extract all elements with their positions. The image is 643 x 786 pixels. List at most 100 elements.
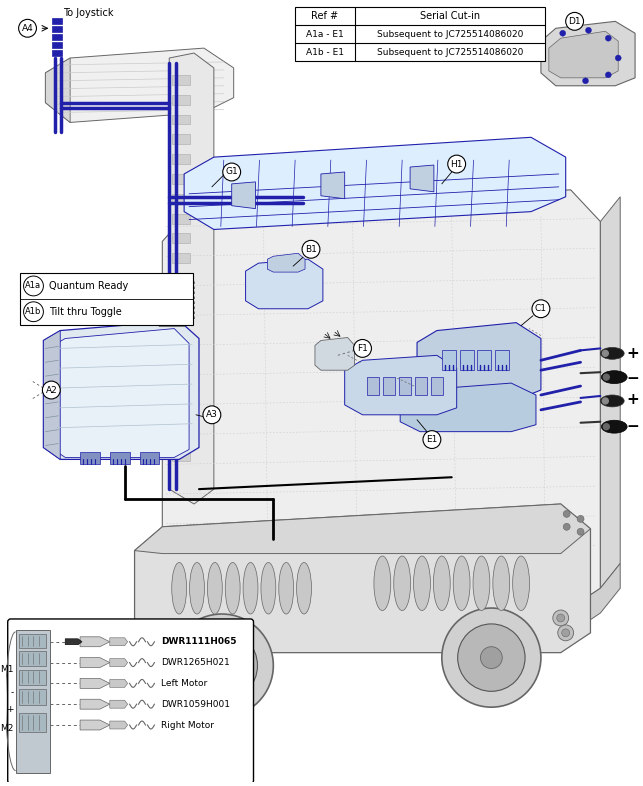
Bar	[172, 412, 190, 422]
Ellipse shape	[374, 556, 391, 611]
Polygon shape	[321, 172, 345, 199]
Text: Subsequent to JC725514086020: Subsequent to JC725514086020	[377, 30, 523, 39]
Polygon shape	[549, 31, 618, 78]
Text: +: +	[6, 705, 14, 714]
Circle shape	[566, 13, 584, 31]
Ellipse shape	[190, 563, 204, 614]
Circle shape	[583, 78, 588, 84]
Polygon shape	[134, 504, 590, 553]
Bar	[172, 451, 190, 461]
Text: H1: H1	[451, 160, 463, 168]
Circle shape	[586, 28, 592, 33]
Circle shape	[170, 614, 273, 717]
Ellipse shape	[601, 347, 624, 359]
Text: A1a - E1: A1a - E1	[306, 30, 344, 39]
Text: G1: G1	[225, 167, 238, 177]
Bar	[140, 453, 159, 465]
Polygon shape	[184, 138, 566, 230]
Ellipse shape	[453, 556, 470, 611]
Circle shape	[186, 630, 257, 701]
Bar	[110, 453, 130, 465]
Circle shape	[553, 610, 568, 626]
Bar	[415, 377, 427, 395]
Ellipse shape	[512, 556, 530, 611]
Circle shape	[458, 624, 525, 692]
Polygon shape	[43, 331, 60, 459]
Text: Subsequent to JC725514086020: Subsequent to JC725514086020	[377, 48, 523, 57]
Ellipse shape	[473, 556, 490, 611]
Bar	[52, 35, 62, 40]
Circle shape	[577, 516, 584, 523]
Polygon shape	[110, 637, 128, 646]
Polygon shape	[53, 329, 189, 457]
Ellipse shape	[601, 371, 627, 384]
FancyBboxPatch shape	[8, 619, 253, 784]
Ellipse shape	[296, 563, 311, 614]
Text: Serial Cut-in: Serial Cut-in	[420, 11, 480, 21]
Polygon shape	[345, 355, 457, 415]
Bar	[399, 377, 411, 395]
Bar	[172, 194, 190, 204]
Bar	[295, 8, 545, 61]
Bar	[19, 651, 46, 666]
Polygon shape	[43, 321, 199, 459]
Bar	[442, 351, 456, 370]
Polygon shape	[80, 658, 110, 667]
Bar	[478, 351, 491, 370]
Polygon shape	[80, 720, 110, 730]
Polygon shape	[410, 165, 434, 192]
Circle shape	[557, 625, 574, 641]
Text: A4: A4	[22, 24, 33, 33]
Text: +: +	[627, 346, 640, 361]
Bar	[460, 351, 473, 370]
Polygon shape	[80, 637, 110, 647]
Circle shape	[442, 608, 541, 707]
Circle shape	[42, 381, 60, 399]
Bar	[19, 273, 193, 325]
Circle shape	[19, 20, 37, 37]
Polygon shape	[46, 58, 70, 123]
Text: Left Motor: Left Motor	[161, 679, 208, 688]
Polygon shape	[246, 259, 323, 309]
Circle shape	[532, 299, 550, 318]
Bar	[172, 253, 190, 263]
Polygon shape	[315, 337, 354, 370]
Text: B1: B1	[305, 244, 317, 254]
Text: M2: M2	[0, 725, 14, 733]
Circle shape	[560, 31, 566, 36]
Ellipse shape	[433, 556, 450, 611]
Bar	[52, 18, 62, 24]
Circle shape	[354, 340, 372, 358]
Text: -: -	[10, 688, 14, 697]
Ellipse shape	[601, 395, 624, 407]
Polygon shape	[80, 678, 110, 689]
Polygon shape	[110, 659, 128, 667]
Bar	[172, 373, 190, 382]
Circle shape	[161, 620, 177, 636]
Circle shape	[222, 163, 240, 181]
Polygon shape	[110, 679, 128, 687]
Text: +: +	[627, 392, 640, 407]
Circle shape	[603, 374, 610, 380]
Circle shape	[562, 629, 570, 637]
Circle shape	[557, 614, 565, 622]
Bar	[172, 273, 190, 283]
Bar	[159, 318, 184, 325]
Bar	[52, 26, 62, 32]
Bar	[172, 94, 190, 105]
Polygon shape	[65, 639, 82, 645]
Bar	[172, 174, 190, 184]
Circle shape	[605, 72, 611, 78]
Ellipse shape	[601, 421, 627, 433]
Bar	[495, 351, 509, 370]
Circle shape	[602, 398, 608, 404]
Ellipse shape	[493, 556, 510, 611]
Circle shape	[24, 302, 43, 321]
Text: A1b - E1: A1b - E1	[306, 48, 344, 57]
Circle shape	[480, 647, 502, 669]
Bar	[368, 377, 379, 395]
Text: DWR1059H001: DWR1059H001	[161, 700, 230, 709]
Bar	[19, 634, 46, 648]
Polygon shape	[400, 383, 536, 432]
Circle shape	[302, 241, 320, 259]
